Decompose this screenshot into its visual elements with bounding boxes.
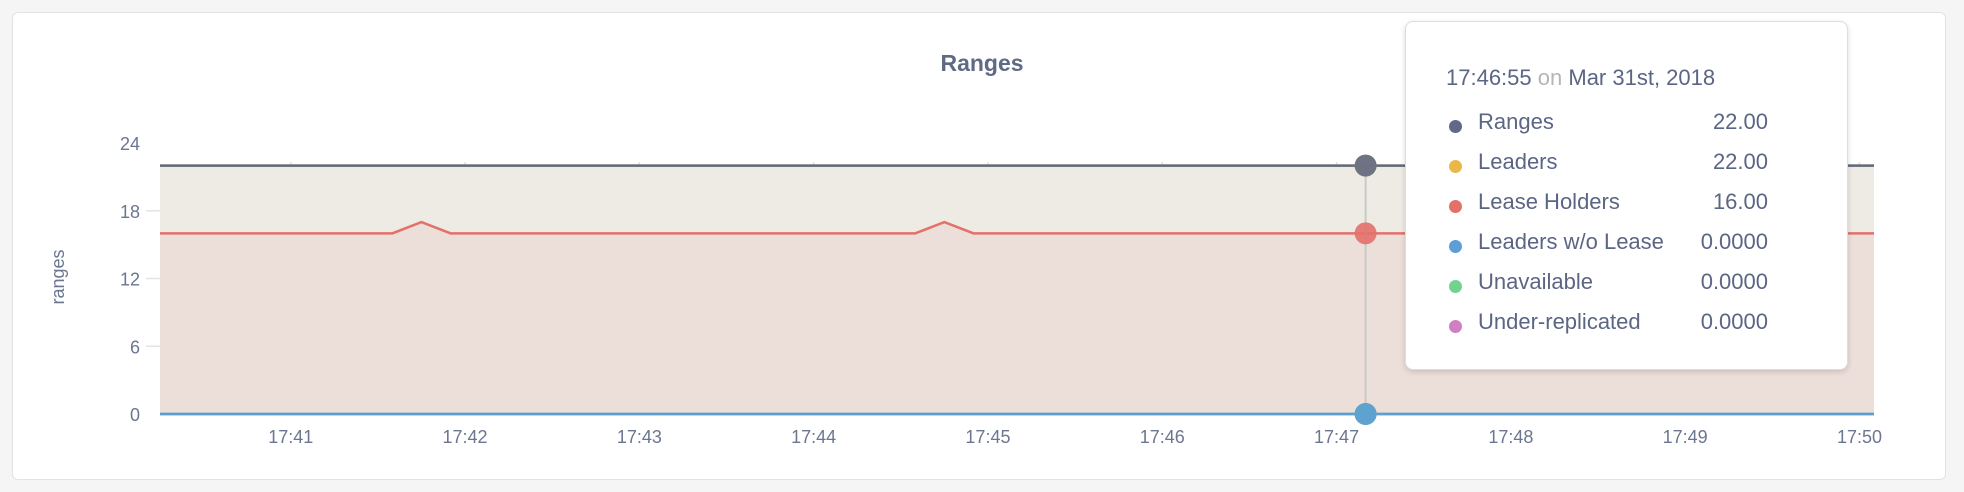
tooltip-row: Leaders 22.00 (1446, 149, 1768, 189)
tooltip-row: Under-replicated 0.0000 (1446, 309, 1768, 349)
x-axis: 17:41 17:42 17:43 17:44 17:45 17:46 17:47 17:48… (268, 427, 1882, 447)
tooltip-row: Leaders w/o Lease 0.0000 (1446, 229, 1768, 269)
y-tick-label: 6 (130, 337, 140, 357)
series-color-dot-icon (1449, 200, 1462, 213)
series-color-dot-icon (1449, 320, 1462, 333)
series-color-dot-icon (1449, 160, 1462, 173)
hover-tooltip: 17:46:55 on Mar 31st, 2018 Ranges 22.00 Le… (1405, 21, 1848, 370)
y-tick-label: 18 (120, 202, 140, 222)
tooltip-series-name: Lease Holders (1478, 189, 1620, 214)
tooltip-series-value: 22.00 (1712, 109, 1768, 134)
tooltip-time: 17:46:55 (1446, 65, 1532, 90)
tooltip-series-value: 0.0000 (1700, 269, 1768, 294)
tooltip-row: Lease Holders 16.00 (1446, 189, 1768, 229)
x-tick-label: 17:43 (617, 427, 662, 447)
y-tick-label: 12 (120, 270, 140, 290)
x-tick-label: 17:46 (1140, 427, 1185, 447)
y-tick-label: 24 (120, 134, 140, 154)
x-tick-label: 17:45 (965, 427, 1010, 447)
tooltip-header: 17:46:55 on Mar 31st, 2018 (1446, 65, 1715, 91)
tooltip-series-value: 22.00 (1712, 149, 1768, 174)
hover-markers (1354, 154, 1377, 425)
y-tick-label: 0 (130, 405, 140, 425)
x-tick-label: 17:49 (1663, 427, 1708, 447)
tooltip-series-name: Under-replicated (1478, 309, 1641, 334)
x-tick-label: 17:44 (791, 427, 836, 447)
tooltip-row: Unavailable 0.0000 (1446, 269, 1768, 309)
y-axis: 0 6 12 18 24 (120, 134, 140, 425)
tooltip-series-value: 0.0000 (1700, 229, 1768, 254)
tooltip-on: on (1537, 65, 1563, 90)
x-tick-label: 17:48 (1488, 427, 1533, 447)
tooltip-row: Ranges 22.00 (1446, 109, 1768, 149)
hover-dot-lease-holders (1354, 222, 1377, 245)
hover-dot-ranges (1354, 154, 1377, 177)
tooltip-series-value: 16.00 (1712, 189, 1768, 214)
y-axis-label: ranges (48, 249, 68, 304)
tooltip-series-name: Leaders (1478, 149, 1558, 174)
line-lease-holders (160, 220, 1874, 235)
tooltip-series-value: 0.0000 (1700, 309, 1768, 334)
series-color-dot-icon (1449, 240, 1462, 253)
hover-dot-leaders-w-o-lease (1354, 403, 1377, 425)
chart-title: Ranges (940, 50, 1024, 76)
tooltip-series-name: Leaders w/o Lease (1478, 229, 1664, 254)
tooltip-date: Mar 31st, 2018 (1568, 65, 1716, 90)
series-color-dot-icon (1449, 120, 1462, 133)
x-tick-label: 17:42 (443, 427, 488, 447)
x-tick-label: 17:47 (1314, 427, 1359, 447)
series-color-dot-icon (1449, 280, 1462, 293)
tooltip-series-name: Unavailable (1478, 269, 1593, 294)
x-tick-label: 17:50 (1837, 427, 1882, 447)
x-tick-label: 17:41 (268, 427, 313, 447)
tooltip-series-name: Ranges (1478, 109, 1554, 134)
